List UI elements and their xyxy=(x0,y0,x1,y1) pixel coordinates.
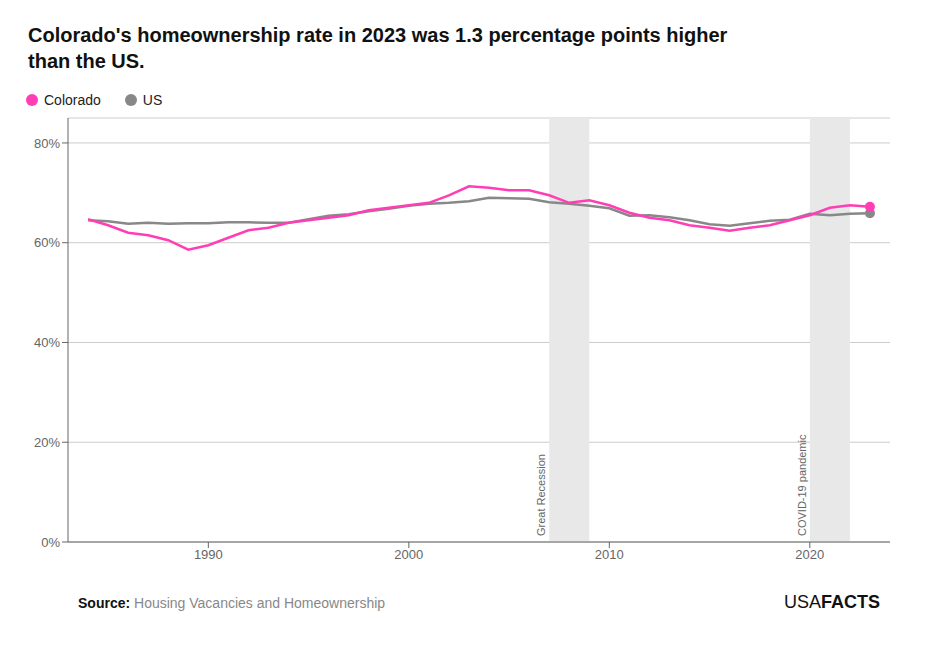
html-text:than the US.: than the US. xyxy=(28,50,145,72)
html-text:US: US xyxy=(142,92,163,108)
svg-text:COVID-19 pandemic: COVID-19 pandemic xyxy=(796,434,808,536)
html-text:Colorado: Colorado xyxy=(44,92,101,108)
svg-text:2010: 2010 xyxy=(595,547,624,562)
svg-text:2000: 2000 xyxy=(394,547,423,562)
svg-text:80%: 80% xyxy=(34,136,60,151)
svg-text:40%: 40% xyxy=(34,335,60,350)
svg-text:Great Recession: Great Recession xyxy=(535,454,547,536)
svg-text:2020: 2020 xyxy=(795,547,824,562)
html-text:Source: Housing Vacancies and: Source: Housing Vacancies and Homeowners… xyxy=(78,594,386,611)
html-text:Colorado's homeownership rate: Colorado's homeownership rate in 2023 wa… xyxy=(28,24,728,46)
svg-text:0%: 0% xyxy=(41,535,60,550)
svg-text:60%: 60% xyxy=(34,235,60,250)
svg-text:1990: 1990 xyxy=(194,547,223,562)
svg-text:20%: 20% xyxy=(34,435,60,450)
html-text:USA FACTS: USA FACTS xyxy=(784,592,880,612)
